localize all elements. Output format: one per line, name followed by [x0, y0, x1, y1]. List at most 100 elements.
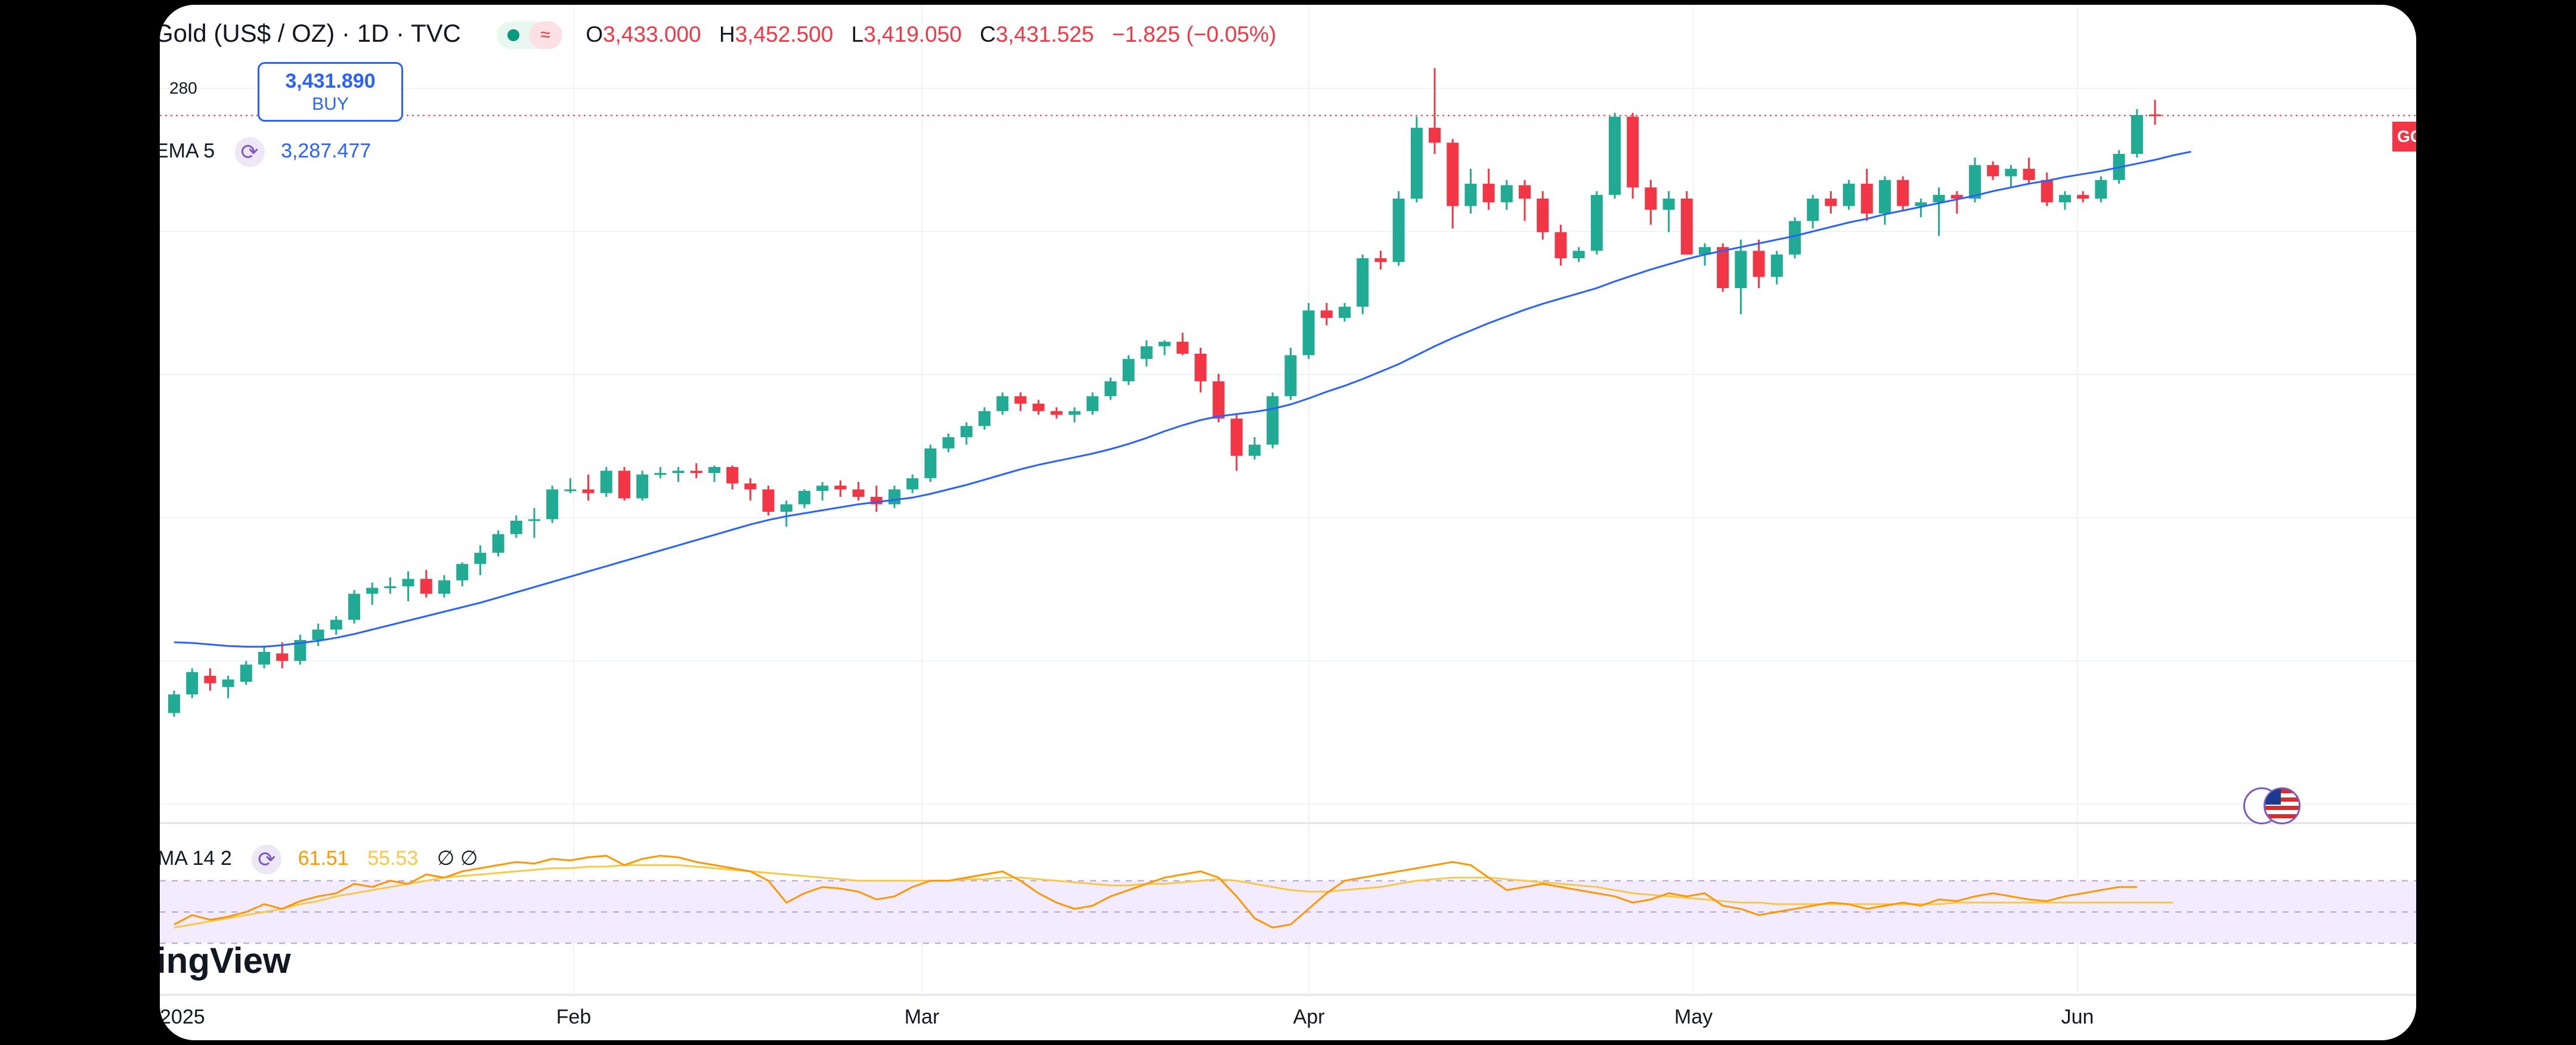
candle [492, 530, 504, 556]
candle-body [1284, 355, 1297, 397]
candle [1825, 191, 1837, 214]
buy-button[interactable]: 3,431.890 BUY [258, 62, 403, 122]
candle [979, 407, 990, 430]
candle-body [438, 580, 450, 594]
candle [1609, 113, 1621, 199]
candle-body [1014, 396, 1027, 404]
candle [1284, 348, 1297, 400]
market-status-badge[interactable]: ≈ [496, 21, 562, 49]
symbol-title[interactable]: Gold (US$ / OZ) · 1D · TVC [160, 19, 461, 47]
candle [870, 486, 883, 512]
candle [1086, 392, 1099, 415]
candle [1897, 176, 1909, 210]
candle-body [888, 489, 900, 505]
us-flag-icon[interactable] [2264, 787, 2301, 824]
candle [2077, 191, 2089, 203]
candle [1537, 191, 1549, 240]
time-axis[interactable]: 2025 Feb Mar Apr May Jun [160, 995, 2416, 1040]
rsi-ma-value: 55.53 [367, 846, 419, 870]
candle [1249, 437, 1261, 460]
candle [762, 486, 775, 516]
candle [402, 571, 414, 601]
candle-body [1572, 251, 1585, 258]
candle-body [1860, 184, 1873, 214]
candle [1410, 116, 1423, 203]
candle-body [1969, 165, 1981, 199]
candle-body [474, 552, 487, 564]
candle-body [1194, 354, 1207, 382]
refresh-icon[interactable]: ⟳ [234, 137, 265, 167]
candle-body [1122, 358, 1135, 382]
candle-body [1770, 254, 1783, 277]
candle-body [204, 676, 216, 684]
candle-body [1537, 199, 1549, 233]
candle [1950, 191, 1963, 214]
candle [2023, 157, 2035, 184]
candle [1555, 224, 1567, 266]
ema-legend[interactable]: EMA 5 ⟳ 3,287.477 [160, 137, 371, 167]
candle [582, 474, 595, 501]
change-value: −1.825 (−0.05%) [1111, 22, 1277, 47]
rsi-legend[interactable]: MA 14 2 ⟳ 61.51 55.53 ∅ ∅ [160, 845, 478, 874]
candle-body [1627, 116, 1639, 188]
economic-events[interactable] [2243, 787, 2321, 827]
candle [366, 582, 379, 605]
candle-body [1915, 202, 1927, 206]
candle [1069, 407, 1080, 422]
refresh-icon[interactable]: ⟳ [252, 845, 282, 874]
candle [330, 616, 342, 635]
candle-body [1519, 185, 1531, 199]
chart-canvas[interactable] [160, 5, 2416, 1040]
time-tick: Feb [556, 1006, 592, 1028]
candle [204, 668, 216, 691]
candle-body [240, 664, 252, 682]
candle-body [510, 521, 522, 534]
candle-body [600, 471, 612, 493]
candle-body [726, 467, 739, 484]
time-tick: Apr [1293, 1006, 1325, 1028]
rsi-band [160, 880, 2416, 944]
candle [906, 474, 919, 493]
candle [2041, 172, 2053, 206]
candle [1680, 191, 1693, 255]
candle [528, 508, 540, 538]
high-label: H [719, 22, 735, 47]
candle-body [582, 489, 595, 493]
candle-body [1374, 258, 1387, 262]
candle [2149, 100, 2161, 125]
candle-body [780, 504, 792, 512]
candle-body [1140, 346, 1153, 359]
candle-body [762, 489, 775, 512]
candle-body [834, 486, 847, 490]
candle [1807, 194, 1819, 228]
candle-body [1104, 381, 1117, 397]
candle [1519, 180, 1531, 221]
candle [816, 482, 829, 501]
open-label: O [586, 22, 603, 47]
time-tick: Jun [2061, 1006, 2094, 1028]
candle-body [979, 411, 990, 426]
last-price-tag: GC [2392, 122, 2416, 152]
tradingview-watermark: ingView [160, 941, 291, 981]
candle-body [1465, 184, 1477, 206]
candle [1933, 187, 1945, 236]
candle [384, 577, 397, 594]
candle-body [798, 491, 810, 505]
candle-body [618, 471, 630, 499]
candle-body [1050, 411, 1063, 415]
candle [420, 570, 432, 598]
symbol-header: Gold (US$ / OZ) · 1D · TVC ≈ O3,433.000 … [160, 16, 1288, 51]
candle [726, 465, 739, 490]
low-label: L [851, 22, 864, 47]
candle-body [690, 471, 702, 473]
candle [1194, 348, 1207, 392]
candle-body [906, 478, 919, 490]
candle [258, 646, 270, 669]
candle-body [330, 620, 342, 630]
candle-body [276, 653, 289, 661]
candle-body [258, 652, 270, 665]
candle [780, 500, 792, 527]
candle [1176, 333, 1189, 355]
candle [1879, 176, 1891, 225]
candle [438, 575, 450, 598]
